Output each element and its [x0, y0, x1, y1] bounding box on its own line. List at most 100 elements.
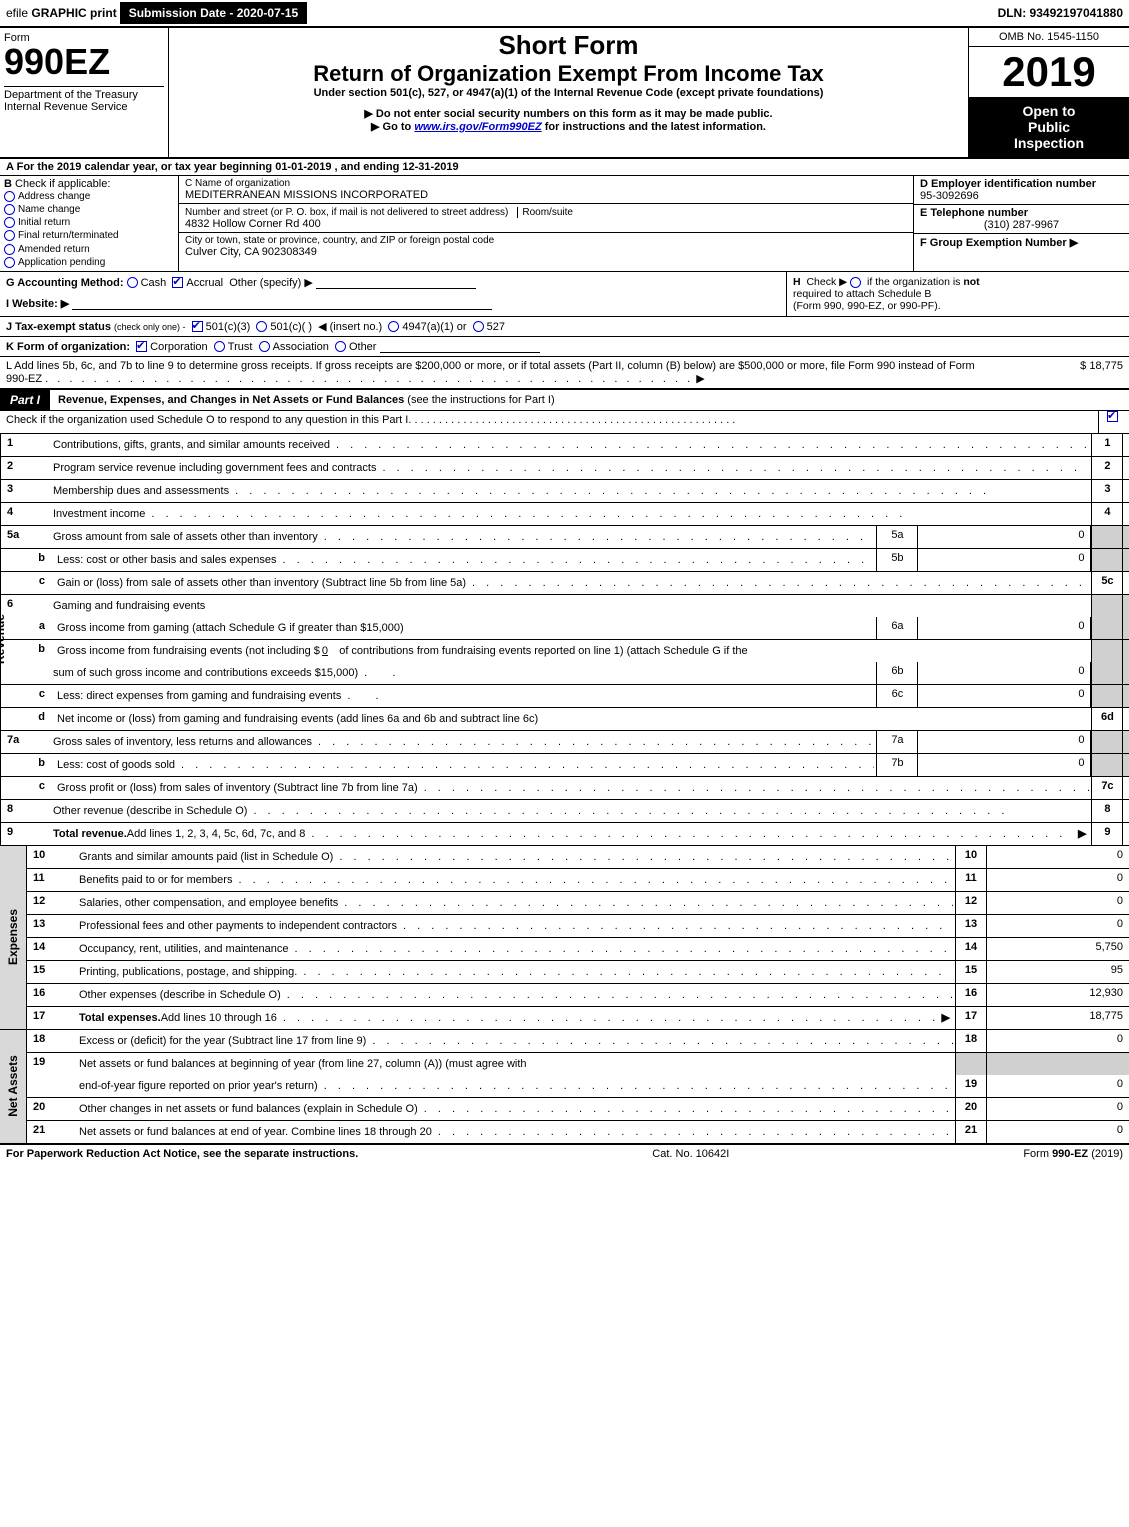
- c-name-label: C Name of organization: [185, 178, 907, 189]
- row-desc: Printing, publications, postage, and shi…: [77, 961, 955, 983]
- zero-fill: 0: [320, 645, 330, 657]
- circle-icon[interactable]: [850, 277, 861, 288]
- amount-shaded: [1122, 685, 1129, 707]
- j-hint: (check only one) -: [114, 322, 186, 332]
- irs-gov-link[interactable]: www.irs.gov/Form990EZ: [414, 121, 541, 133]
- dots: . . . . . . . . . . . . . . . . . . . . …: [408, 414, 735, 430]
- dots: . . . . . . . . . . . . . . . . . . . . …: [45, 373, 693, 385]
- header-left: Form 990EZ Department of the Treasury In…: [0, 28, 169, 157]
- amount: 0: [1122, 777, 1129, 799]
- row-desc: Gross income from fundraising events (no…: [55, 640, 1091, 662]
- address-cell: Number and street (or P. O. box, if mail…: [179, 204, 913, 233]
- row-desc: Less: cost or other basis and sales expe…: [55, 549, 876, 571]
- group-label: F Group Exemption Number ▶: [920, 237, 1078, 249]
- row-desc: Gross sales of inventory, less returns a…: [51, 731, 876, 753]
- check-initial-return[interactable]: Initial return: [4, 216, 174, 229]
- circle-icon[interactable]: [388, 321, 399, 332]
- desc-text: Net assets or fund balances at beginning…: [79, 1058, 527, 1070]
- l-text: L Add lines 5b, 6c, and 7b to line 9 to …: [6, 360, 993, 385]
- org-name: MEDITERRANEAN MISSIONS INCORPORATED: [185, 189, 907, 201]
- right-num-shaded: [955, 1053, 986, 1075]
- right-num: 16: [955, 984, 986, 1006]
- desc-text: Net assets or fund balances at end of ye…: [79, 1126, 432, 1138]
- k-other-fill[interactable]: [380, 340, 540, 353]
- addr-label: Number and street (or P. O. box, if mail…: [185, 207, 508, 218]
- amount: 0: [986, 846, 1129, 868]
- desc-text: Total revenue.: [53, 828, 127, 840]
- city-state-zip: Culver City, CA 902308349: [185, 246, 907, 258]
- sub-amt: 0: [918, 526, 1091, 548]
- circle-icon[interactable]: [259, 341, 270, 352]
- row-num: c: [1, 685, 55, 707]
- dots: . . . . . . . . . . . . . . . . . . . . …: [366, 1035, 953, 1047]
- submission-date-button[interactable]: Submission Date - 2020-07-15: [120, 2, 307, 24]
- check-o-text: Check if the organization used Schedule …: [6, 414, 408, 430]
- right-num: 2: [1091, 457, 1122, 479]
- checkbox-icon[interactable]: [136, 341, 147, 352]
- box-def: D Employer identification number 95-3092…: [914, 176, 1129, 271]
- other-fill[interactable]: [316, 276, 476, 289]
- row-num: 9: [1, 823, 51, 845]
- circle-icon[interactable]: [335, 341, 346, 352]
- right-num: 21: [955, 1121, 986, 1143]
- right-num: 10: [955, 846, 986, 868]
- amount-shaded: [1122, 617, 1129, 639]
- check-application-pending[interactable]: Application pending: [4, 256, 174, 269]
- row-num: 12: [27, 892, 77, 914]
- line-10: 10 Grants and similar amounts paid (list…: [27, 846, 1129, 869]
- check-name-change[interactable]: Name change: [4, 203, 174, 216]
- check-final-return[interactable]: Final return/terminated: [4, 229, 174, 242]
- desc-text: Occupancy, rent, utilities, and maintena…: [79, 943, 289, 955]
- arrow-icon: ▶: [939, 1011, 953, 1024]
- row-desc: Benefits paid to or for members. . . . .…: [77, 869, 955, 891]
- check-o-row: Check if the organization used Schedule …: [0, 411, 1129, 434]
- line-5a: 5a Gross amount from sale of assets othe…: [1, 526, 1129, 549]
- print-button[interactable]: print: [90, 6, 117, 20]
- desc-text: Salaries, other compensation, and employ…: [79, 897, 338, 909]
- row-num: [1, 662, 51, 684]
- amount-shaded: [1122, 754, 1129, 776]
- circle-icon[interactable]: [214, 341, 225, 352]
- line-6b-2: sum of such gross income and contributio…: [1, 662, 1129, 685]
- amount-shaded: [1122, 526, 1129, 548]
- sub-amt: 0: [918, 685, 1091, 707]
- circle-icon[interactable]: [127, 277, 138, 288]
- checkbox-icon[interactable]: [172, 277, 183, 288]
- row-num: 19: [27, 1053, 77, 1075]
- right-num: 5c: [1091, 572, 1122, 594]
- right-num: 9: [1091, 823, 1122, 845]
- netassets-side-label: Net Assets: [0, 1030, 27, 1143]
- line-5b: b Less: cost or other basis and sales ex…: [1, 549, 1129, 572]
- right-num: 15: [955, 961, 986, 983]
- checkbox-icon[interactable]: [192, 321, 203, 332]
- top-bar: efile GRAPHIC print Submission Date - 20…: [0, 0, 1129, 28]
- row-num: 14: [27, 938, 77, 960]
- check-address-change[interactable]: Address change: [4, 190, 174, 203]
- row-num: 8: [1, 800, 51, 822]
- circle-icon[interactable]: [256, 321, 267, 332]
- sub-num: 6a: [876, 617, 918, 639]
- g-accrual: Accrual: [186, 277, 223, 289]
- g-other: Other (specify) ▶: [229, 277, 313, 289]
- efile-label: efile: [6, 6, 28, 20]
- desc-text: Benefits paid to or for members: [79, 874, 232, 886]
- h-text1: if the organization is: [867, 276, 963, 288]
- k-corp: Corporation: [150, 341, 207, 353]
- check-amended-return[interactable]: Amended return: [4, 243, 174, 256]
- dots: . . . . . . . . . . . . . . . . . . . . …: [312, 736, 874, 748]
- phone-label: E Telephone number: [920, 207, 1028, 219]
- goto-suffix: for instructions and the latest informat…: [545, 121, 766, 133]
- sub-num: 5b: [876, 549, 918, 571]
- line-4: 4 Investment income. . . . . . . . . . .…: [1, 503, 1129, 526]
- dots: . . . . . . . . . . . . . . . . . . . . …: [247, 805, 1089, 817]
- org-name-cell: C Name of organization MEDITERRANEAN MIS…: [179, 176, 913, 204]
- desc-text: Gross profit or (loss) from sales of inv…: [57, 782, 418, 794]
- row-gh: G Accounting Method: Cash Accrual Other …: [0, 272, 1129, 317]
- goto-prefix: ▶ Go to: [371, 121, 414, 133]
- website-fill[interactable]: [72, 297, 492, 310]
- footer-left: For Paperwork Reduction Act Notice, see …: [6, 1148, 358, 1160]
- circle-icon[interactable]: [473, 321, 484, 332]
- line-7a: 7a Gross sales of inventory, less return…: [1, 731, 1129, 754]
- line-19-2: end-of-year figure reported on prior yea…: [27, 1075, 1129, 1098]
- check-o-box[interactable]: [1098, 411, 1129, 433]
